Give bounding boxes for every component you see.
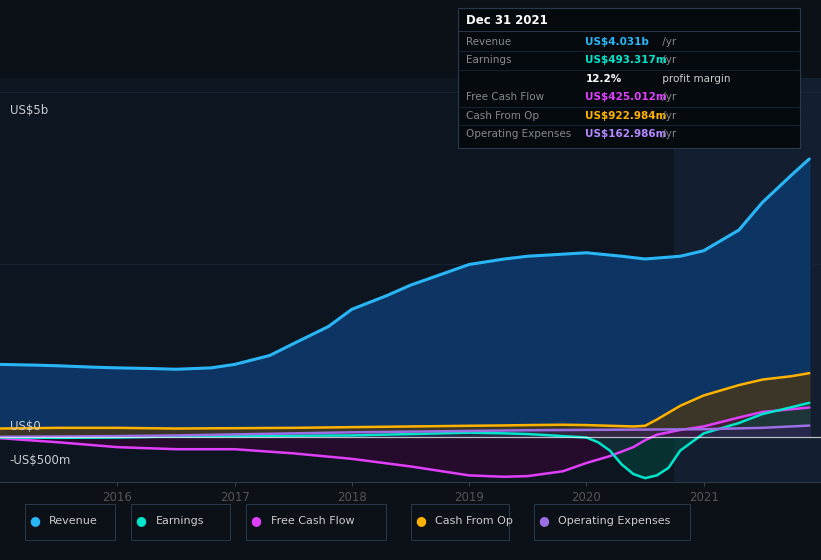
Text: -US$500m: -US$500m <box>10 454 71 467</box>
Text: Earnings: Earnings <box>156 516 204 526</box>
Text: /yr: /yr <box>659 129 677 139</box>
Text: Operating Expenses: Operating Expenses <box>466 129 571 139</box>
Text: 12.2%: 12.2% <box>585 74 621 84</box>
Text: Cash From Op: Cash From Op <box>466 111 539 121</box>
Text: Revenue: Revenue <box>466 37 511 47</box>
Text: /yr: /yr <box>659 37 677 47</box>
Text: US$5b: US$5b <box>10 104 48 117</box>
Text: US$4.031b: US$4.031b <box>585 37 649 47</box>
Text: Dec 31 2021: Dec 31 2021 <box>466 14 548 27</box>
Text: Earnings: Earnings <box>466 55 511 66</box>
Text: US$162.986m: US$162.986m <box>585 129 667 139</box>
Bar <box>674 78 821 482</box>
Text: ●: ● <box>29 514 40 528</box>
Text: ●: ● <box>250 514 262 528</box>
Text: Free Cash Flow: Free Cash Flow <box>271 516 355 526</box>
Text: Revenue: Revenue <box>49 516 98 526</box>
Text: /yr: /yr <box>659 55 677 66</box>
Text: /yr: /yr <box>659 92 677 102</box>
Text: ●: ● <box>538 514 549 528</box>
Text: US$0: US$0 <box>10 420 40 433</box>
Text: US$425.012m: US$425.012m <box>585 92 667 102</box>
Text: ●: ● <box>135 514 147 528</box>
Text: Free Cash Flow: Free Cash Flow <box>466 92 544 102</box>
Text: Cash From Op: Cash From Op <box>435 516 513 526</box>
Text: US$922.984m: US$922.984m <box>585 111 667 121</box>
Text: US$493.317m: US$493.317m <box>585 55 667 66</box>
Text: profit margin: profit margin <box>659 74 731 84</box>
Text: ●: ● <box>415 514 426 528</box>
Text: Operating Expenses: Operating Expenses <box>558 516 671 526</box>
Text: /yr: /yr <box>659 111 677 121</box>
